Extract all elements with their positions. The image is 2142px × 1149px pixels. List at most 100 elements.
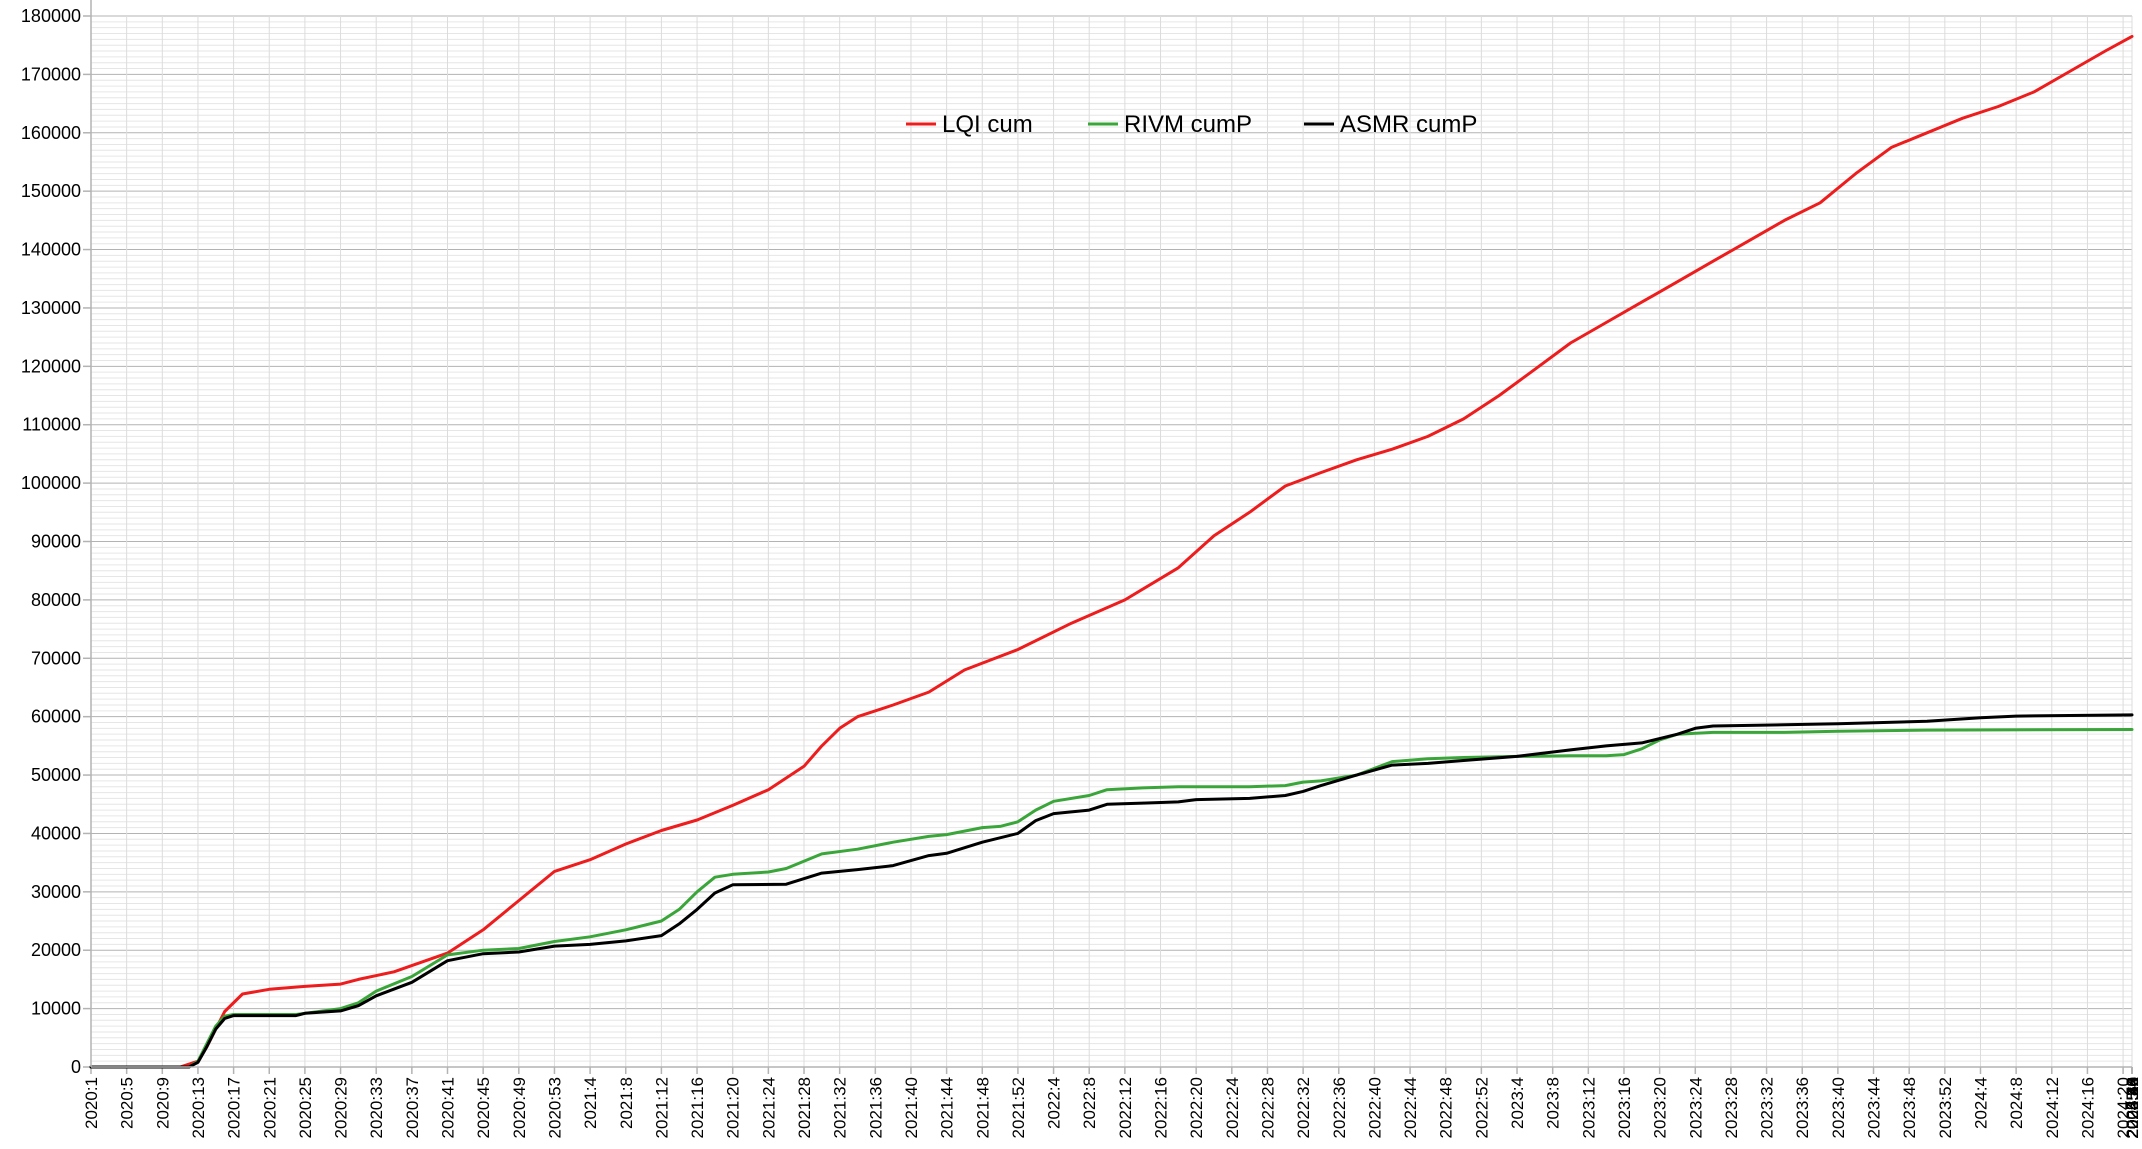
x-tick-label: 2024:32 bbox=[2123, 1077, 2142, 1138]
x-tick-label: 2020:21 bbox=[260, 1077, 279, 1138]
x-tick-label: 2023:4 bbox=[1508, 1077, 1527, 1129]
x-tick-label: 2024:52 bbox=[2123, 1077, 2142, 1138]
y-axis-ticks: 0 10000 20000 30000 40000 50000 60000 70000 8000… bbox=[21, 6, 91, 1077]
x-tick-label: 2025:52 bbox=[2123, 1077, 2142, 1138]
x-tick-label: 2024:4 bbox=[1971, 1077, 1990, 1129]
y-tick-label: 50000 bbox=[31, 765, 81, 785]
x-tick-label: 2023:44 bbox=[1865, 1077, 1884, 1138]
x-tick-label: 2022:4 bbox=[1045, 1077, 1064, 1129]
x-tick-label: 2024:16 bbox=[2078, 1077, 2097, 1138]
x-tick-label: 2022:8 bbox=[1080, 1077, 1099, 1129]
legend: LQI cum RIVM cumP ASMR cumP bbox=[906, 111, 1477, 138]
y-tick-label: 10000 bbox=[31, 999, 81, 1019]
y-tick-label: 100000 bbox=[21, 473, 81, 493]
x-tick-label: 2020:41 bbox=[439, 1077, 458, 1138]
x-tick-label: 2021:28 bbox=[795, 1077, 814, 1138]
x-tick-label: 2023:32 bbox=[1758, 1077, 1777, 1138]
x-tick-label: 2020:17 bbox=[225, 1077, 244, 1138]
x-tick-label: 2021:32 bbox=[831, 1077, 850, 1138]
x-tick-label: 2024:36 bbox=[2123, 1077, 2142, 1138]
x-tick-label: 2025:28 bbox=[2123, 1077, 2142, 1138]
x-tick-label: 2020:13 bbox=[189, 1077, 208, 1138]
x-tick-label: 2023:24 bbox=[1686, 1077, 1705, 1138]
x-tick-label: 2024:28 bbox=[2123, 1077, 2142, 1138]
x-tick-label: 2020:53 bbox=[545, 1077, 564, 1138]
x-tick-label: 2025:32 bbox=[2123, 1077, 2142, 1138]
minor-gridlines bbox=[91, 21, 2132, 1062]
legend-label: LQI cum bbox=[942, 111, 1033, 138]
x-tick-label: 2023:12 bbox=[1579, 1077, 1598, 1138]
x-tick-label: 2022:12 bbox=[1116, 1077, 1135, 1138]
x-tick-label: 2025:44 bbox=[2123, 1077, 2142, 1138]
x-tick-label: 2021:8 bbox=[617, 1077, 636, 1129]
x-tick-label: 2022:24 bbox=[1223, 1077, 1242, 1138]
y-tick-label: 0 bbox=[71, 1057, 81, 1077]
x-tick-label: 2023:8 bbox=[1544, 1077, 1563, 1129]
x-tick-label: 2023:48 bbox=[1900, 1077, 1919, 1138]
series-line-asmr-cump bbox=[89, 713, 2134, 1069]
x-tick-label: 2021:52 bbox=[1009, 1077, 1028, 1138]
x-tick-label: 2022:44 bbox=[1401, 1077, 1420, 1138]
legend-label: ASMR cumP bbox=[1340, 111, 1477, 138]
x-tick-label: 2020:37 bbox=[403, 1077, 422, 1138]
x-tick-label: 2024:40 bbox=[2123, 1077, 2142, 1138]
x-tick-label: 2025:20 bbox=[2123, 1077, 2142, 1138]
x-tick-label: 2022:36 bbox=[1330, 1077, 1349, 1138]
x-tick-label: 2021:40 bbox=[902, 1077, 921, 1138]
y-tick-label: 40000 bbox=[31, 823, 81, 843]
x-tick-label: 2020:9 bbox=[153, 1077, 172, 1129]
series-line-rivm-cump bbox=[89, 728, 2134, 1069]
y-tick-label: 60000 bbox=[31, 707, 81, 727]
x-tick-label: 2025:16 bbox=[2123, 1077, 2142, 1138]
major-gridlines bbox=[91, 15, 2132, 1068]
x-tick-label: 2021:4 bbox=[581, 1077, 600, 1129]
x-tick-label: 2023:36 bbox=[1793, 1077, 1812, 1138]
x-tick-label: 2021:16 bbox=[688, 1077, 707, 1138]
x-tick-label: 2020:5 bbox=[118, 1077, 137, 1129]
x-tick-label: 2025:48 bbox=[2123, 1077, 2142, 1138]
x-tick-label: 2024:48 bbox=[2123, 1077, 2142, 1138]
x-tick-label: 2025:40 bbox=[2123, 1077, 2142, 1138]
x-tick-label: 2024:8 bbox=[2007, 1077, 2026, 1129]
x-tick-label: 2021:12 bbox=[652, 1077, 671, 1138]
x-tick-label: 2025:24 bbox=[2123, 1077, 2142, 1138]
y-tick-label: 110000 bbox=[22, 415, 81, 435]
y-tick-label: 160000 bbox=[21, 123, 81, 143]
y-tick-label: 130000 bbox=[21, 298, 81, 318]
x-tick-label: 2020:25 bbox=[296, 1077, 315, 1138]
y-tick-label: 180000 bbox=[21, 6, 81, 26]
y-tick-label: 170000 bbox=[21, 64, 81, 84]
series-line-lqi-cum bbox=[89, 34, 2134, 1069]
x-tick-label: 2024:44 bbox=[2123, 1077, 2142, 1138]
x-tick-label: 2021:36 bbox=[866, 1077, 885, 1138]
vertical-gridlines bbox=[90, 16, 2133, 1067]
x-tick-label: 2020:1 bbox=[82, 1077, 101, 1129]
x-tick-label: 2023:28 bbox=[1722, 1077, 1741, 1138]
y-tick-label: 120000 bbox=[21, 356, 81, 376]
x-tick-label: 2022:40 bbox=[1365, 1077, 1384, 1138]
x-tick-label: 2025:4 bbox=[2123, 1077, 2142, 1129]
y-tick-label: 140000 bbox=[21, 240, 81, 260]
x-tick-label: 2022:32 bbox=[1294, 1077, 1313, 1138]
x-tick-label: 2021:24 bbox=[759, 1077, 778, 1138]
x-tick-label: 2024:12 bbox=[2043, 1077, 2062, 1138]
series-lines bbox=[89, 34, 2134, 1069]
x-tick-label: 2021:44 bbox=[938, 1077, 957, 1138]
x-tick-label: 2021:48 bbox=[973, 1077, 992, 1138]
x-tick-label: 2023:20 bbox=[1651, 1077, 1670, 1138]
x-tick-label: 2021:20 bbox=[724, 1077, 743, 1138]
x-tick-label: 2022:52 bbox=[1472, 1077, 1491, 1138]
y-tick-label: 90000 bbox=[31, 532, 81, 552]
y-tick-label: 30000 bbox=[31, 882, 81, 902]
x-tick-label: 2022:48 bbox=[1437, 1077, 1456, 1138]
x-tick-label: 2024:20 bbox=[2114, 1077, 2133, 1138]
x-tick-label: 2022:16 bbox=[1152, 1077, 1171, 1138]
x-tick-label: 2023:40 bbox=[1829, 1077, 1848, 1138]
x-tick-label: 2023:52 bbox=[1936, 1077, 1955, 1138]
y-tick-label: 70000 bbox=[31, 648, 81, 668]
y-tick-label: 80000 bbox=[31, 590, 81, 610]
y-tick-label: 150000 bbox=[21, 181, 81, 201]
legend-label: RIVM cumP bbox=[1124, 111, 1252, 138]
